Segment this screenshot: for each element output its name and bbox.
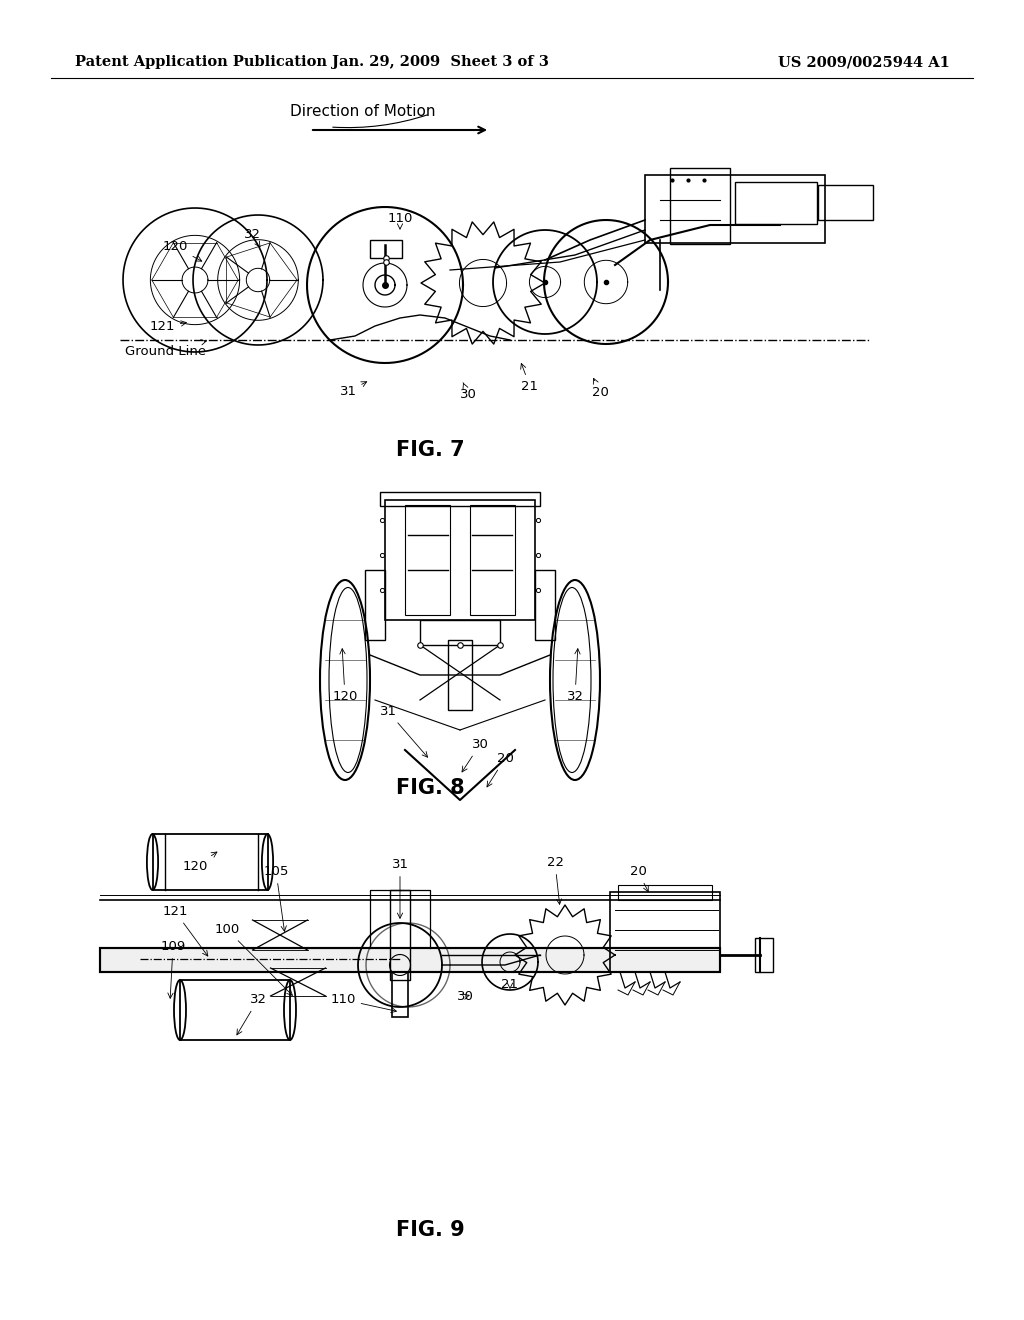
Bar bbox=[365, 570, 385, 640]
Text: 31: 31 bbox=[340, 381, 367, 399]
Text: 105: 105 bbox=[263, 865, 289, 932]
Bar bbox=[153, 834, 267, 890]
Text: 121: 121 bbox=[150, 319, 186, 333]
Bar bbox=[449, 640, 472, 710]
Text: Direction of Motion: Direction of Motion bbox=[290, 104, 435, 120]
Text: 30: 30 bbox=[462, 738, 488, 772]
Text: 30: 30 bbox=[460, 383, 476, 401]
Bar bbox=[385, 500, 535, 620]
Text: 20: 20 bbox=[592, 379, 608, 399]
Text: 32: 32 bbox=[244, 228, 260, 247]
Text: 32: 32 bbox=[566, 648, 584, 704]
Bar bbox=[470, 506, 515, 615]
Bar bbox=[735, 182, 817, 224]
Bar bbox=[180, 979, 290, 1040]
Bar bbox=[100, 948, 720, 972]
Text: 31: 31 bbox=[391, 858, 409, 919]
Bar bbox=[610, 892, 720, 972]
Text: US 2009/0025944 A1: US 2009/0025944 A1 bbox=[778, 55, 950, 69]
Bar bbox=[100, 948, 720, 972]
Text: 100: 100 bbox=[214, 923, 293, 995]
Text: Jan. 29, 2009  Sheet 3 of 3: Jan. 29, 2009 Sheet 3 of 3 bbox=[332, 55, 549, 69]
Bar bbox=[755, 939, 773, 972]
Text: 21: 21 bbox=[502, 978, 518, 991]
Text: 110: 110 bbox=[331, 993, 396, 1012]
Text: 20: 20 bbox=[487, 752, 513, 787]
Text: 21: 21 bbox=[521, 363, 539, 393]
Text: 110: 110 bbox=[387, 213, 413, 230]
Text: 120: 120 bbox=[333, 648, 357, 704]
Text: FIG. 7: FIG. 7 bbox=[395, 440, 464, 459]
Bar bbox=[670, 168, 730, 244]
Text: 31: 31 bbox=[380, 705, 428, 758]
Text: FIG. 9: FIG. 9 bbox=[395, 1220, 464, 1239]
Text: 121: 121 bbox=[162, 906, 208, 956]
Bar bbox=[380, 492, 540, 506]
Bar bbox=[420, 620, 500, 645]
Text: 109: 109 bbox=[161, 940, 185, 998]
Text: 22: 22 bbox=[547, 855, 563, 904]
Text: 30: 30 bbox=[457, 990, 473, 1003]
Bar bbox=[390, 890, 410, 979]
Bar bbox=[370, 240, 402, 257]
Text: 32: 32 bbox=[237, 993, 266, 1035]
Bar bbox=[618, 884, 712, 900]
Bar bbox=[392, 972, 408, 1016]
Text: 20: 20 bbox=[630, 865, 648, 892]
Text: FIG. 8: FIG. 8 bbox=[395, 777, 464, 799]
Text: Ground Line: Ground Line bbox=[125, 339, 207, 358]
Bar bbox=[645, 176, 825, 243]
Bar bbox=[535, 570, 555, 640]
Text: Patent Application Publication: Patent Application Publication bbox=[75, 55, 327, 69]
Bar bbox=[406, 506, 450, 615]
Text: 120: 120 bbox=[182, 851, 217, 873]
Text: 120: 120 bbox=[163, 240, 202, 261]
Bar bbox=[818, 185, 873, 220]
